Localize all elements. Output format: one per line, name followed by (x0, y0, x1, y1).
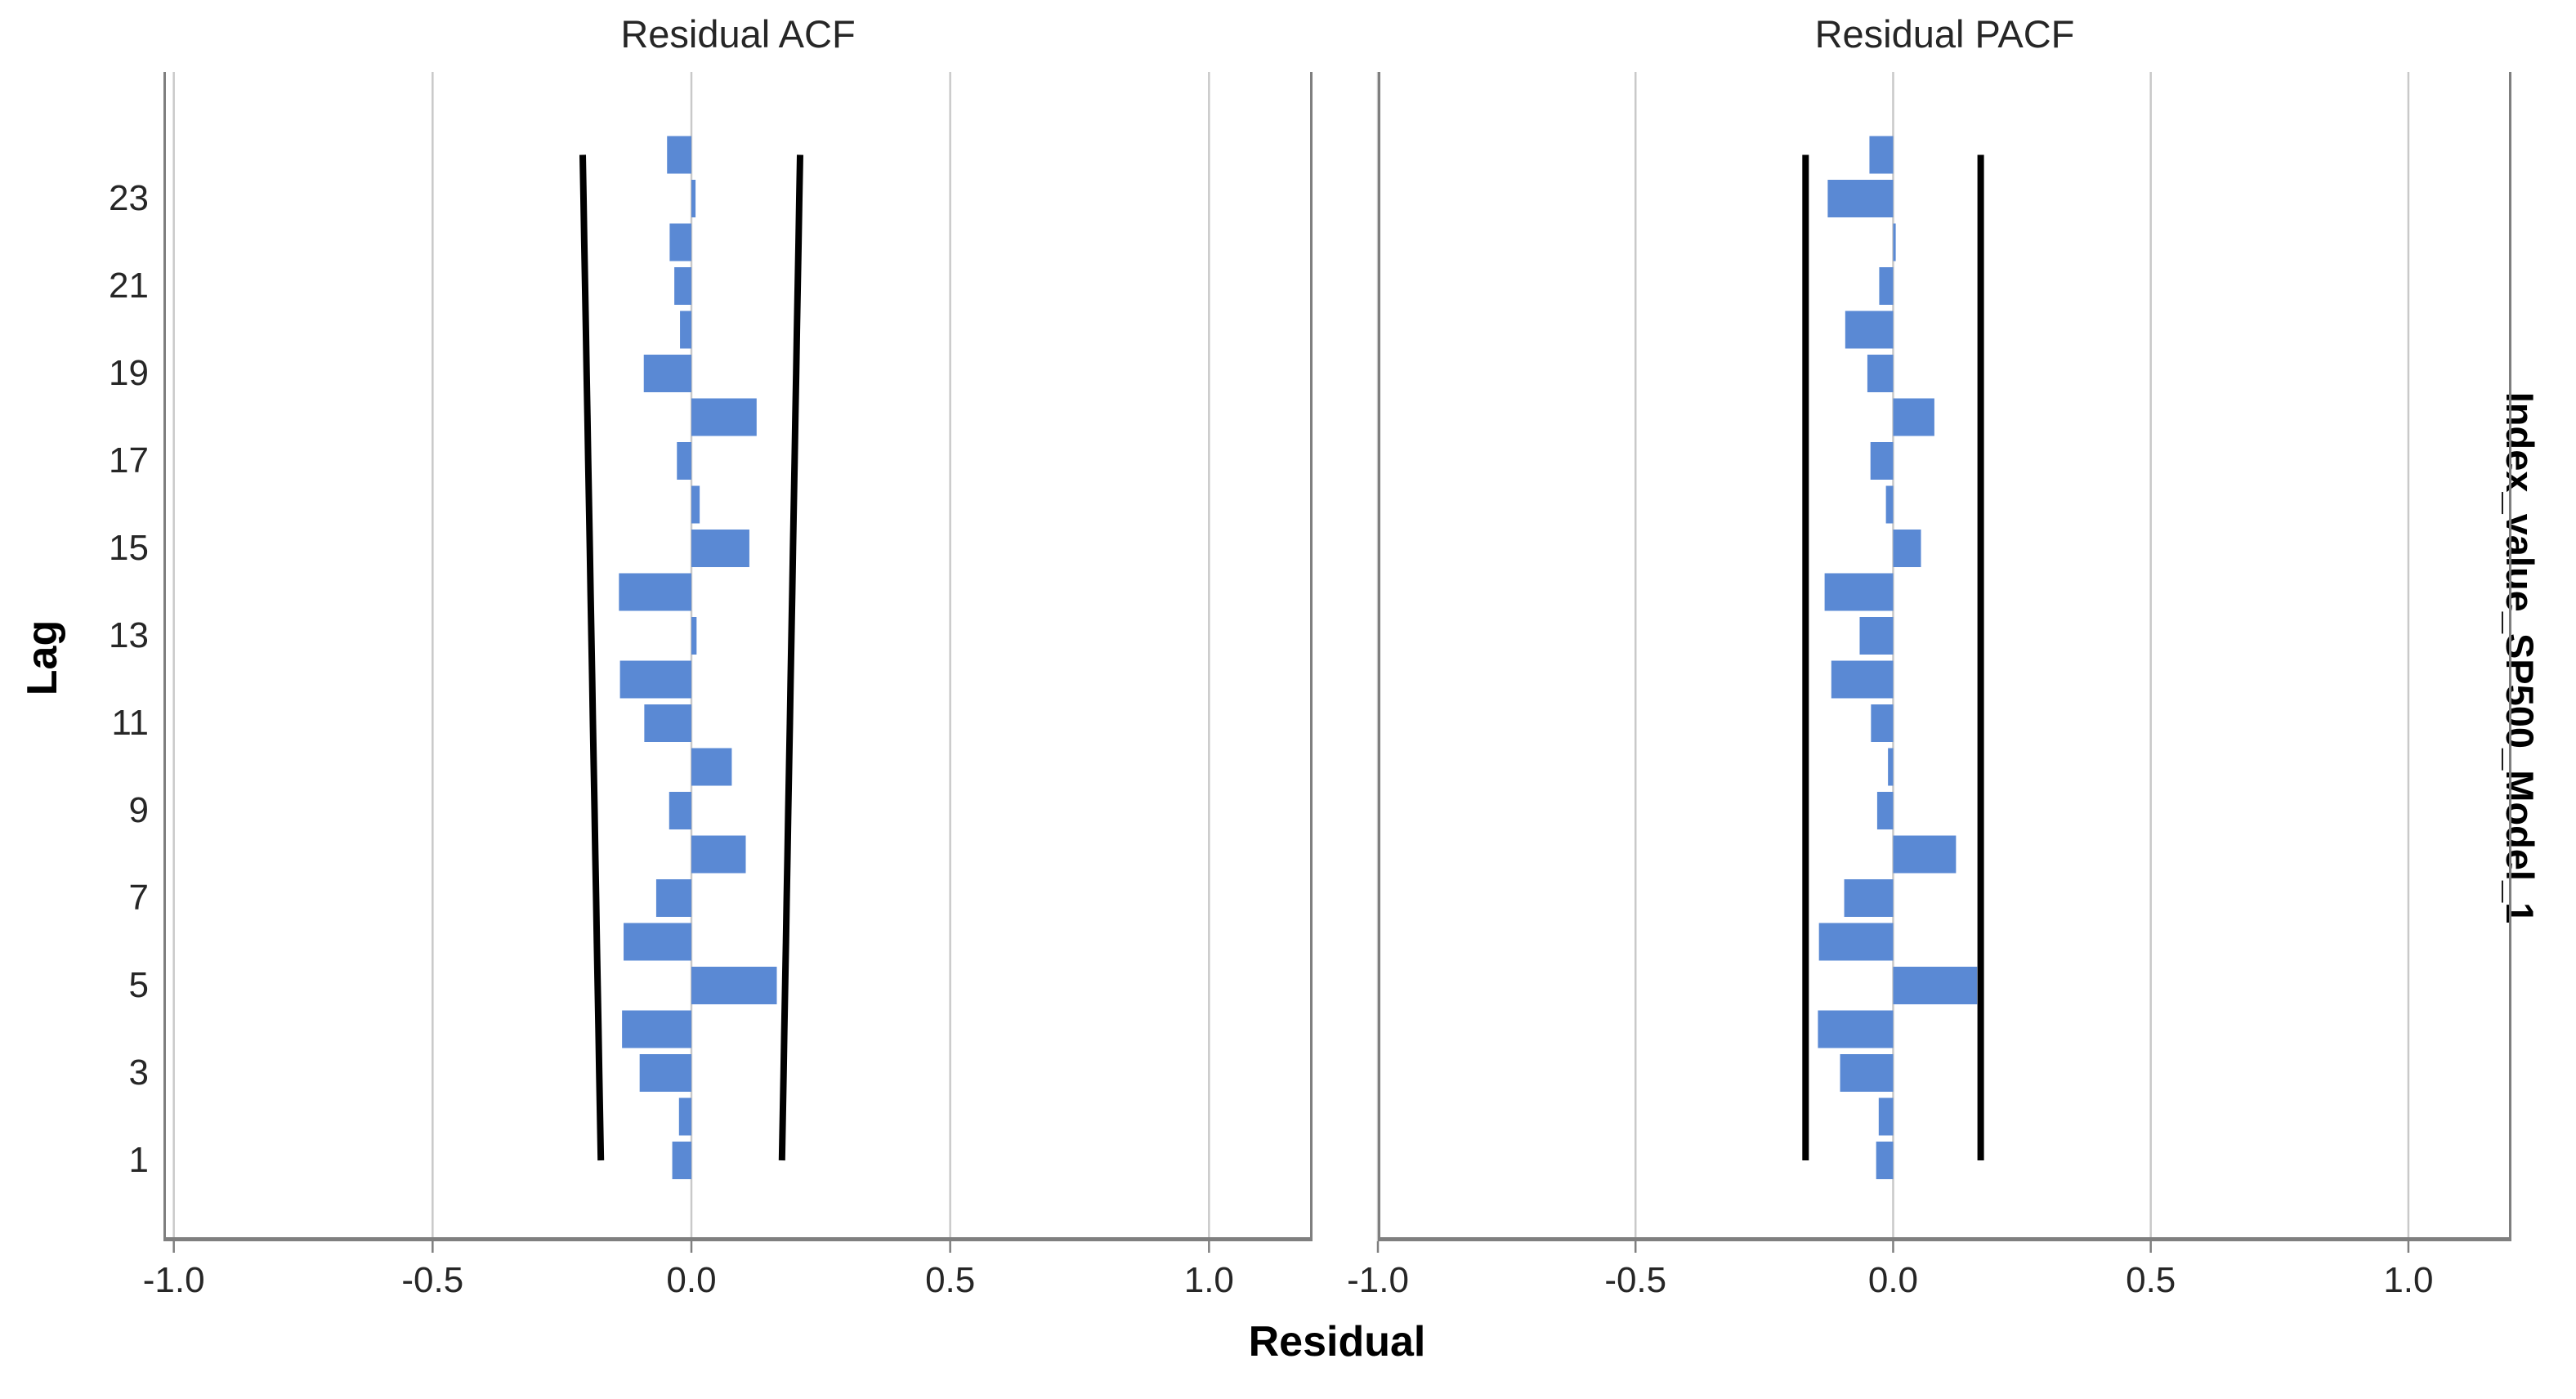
x-tick-label: -0.5 (1604, 1260, 1666, 1300)
lag-tick-label: 3 (128, 1053, 149, 1093)
acf-bar-lag-18 (691, 398, 757, 436)
pacf-bar-lag-13 (1859, 617, 1894, 655)
pacf-bar-lag-19 (1867, 355, 1894, 392)
x-tick-label: -1.0 (1347, 1260, 1409, 1300)
acf-bar-lag-24 (667, 136, 691, 174)
x-tick-label: 0.0 (666, 1260, 716, 1300)
lag-tick-label: 5 (128, 965, 149, 1005)
pacf-bar-lag-15 (1893, 530, 1921, 567)
pacf-bar-lag-9 (1876, 792, 1894, 829)
acf-bar-lag-14 (619, 573, 691, 611)
pacf-bar-lag-14 (1824, 573, 1894, 611)
acf-bar-lag-19 (643, 355, 691, 392)
pacf-bar-lag-7 (1844, 879, 1894, 917)
acf-bar-lag-7 (655, 879, 691, 917)
lag-tick-label: 23 (109, 178, 149, 218)
lag-tick-label: 17 (109, 440, 149, 480)
x-tick-label: -0.5 (401, 1260, 463, 1300)
pacf-bar-lag-1 (1876, 1142, 1894, 1179)
pacf-bar-lag-21 (1879, 267, 1894, 305)
acf-bar-lag-20 (680, 311, 691, 349)
acf-bar-lag-2 (678, 1097, 691, 1136)
acf-bar-lag-11 (644, 704, 691, 742)
pacf-svg: -1.0 -0.5 0.0 0.5 1.0 (1347, 72, 2511, 1300)
pacf-bar-lag-20 (1845, 311, 1894, 349)
x-tick-label: 0.5 (2126, 1260, 2176, 1300)
acf-bar-lag-17 (677, 442, 691, 480)
pacf-bar-lag-8 (1893, 835, 1957, 874)
x-axis-title: Residual (1248, 1318, 1426, 1365)
acf-bar-lag-1 (672, 1142, 691, 1179)
acf-bar-lag-16 (691, 485, 700, 524)
lag-tick-label: 9 (128, 790, 149, 830)
pacf-bar-lag-17 (1870, 442, 1894, 480)
acf-bar-lag-4 (622, 1010, 691, 1048)
pacf-bar-lag-10 (1888, 748, 1894, 786)
x-tick-label: 1.0 (1184, 1260, 1234, 1300)
pacf-bar-lag-12 (1831, 660, 1894, 699)
pacf-bar-lag-3 (1840, 1054, 1894, 1092)
pacf-bar-lag-22 (1893, 223, 1896, 261)
pacf-bar-lag-23 (1827, 180, 1894, 217)
acf-bar-lag-23 (691, 180, 696, 217)
pacf-bar-lag-16 (1885, 485, 1894, 524)
x-tick-label: 1.0 (2383, 1260, 2433, 1300)
acf-bar-lag-15 (691, 530, 749, 567)
acf-svg: -1.0 -0.5 0.0 0.5 1.0 (143, 72, 1313, 1300)
lag-tick-label: 7 (128, 878, 149, 918)
lag-tick-label: 11 (111, 703, 149, 743)
lag-tick-label: 13 (109, 615, 149, 655)
pacf-bar-lag-6 (1818, 923, 1894, 961)
lag-tick-label: 21 (109, 266, 149, 306)
pacf-plot-title: Residual PACF (1814, 12, 2075, 56)
pacf-bar-lag-11 (1871, 704, 1894, 742)
acf-bar-lag-3 (639, 1054, 691, 1092)
x-tick-label: 0.5 (925, 1260, 975, 1300)
x-tick-label: 0.0 (1868, 1260, 1918, 1300)
acf-bar-lag-21 (674, 267, 691, 305)
pacf-plot-area: -1.0 -0.5 0.0 0.5 1.0 (1347, 72, 2511, 1315)
acf-plot-area: -1.0 -0.5 0.0 0.5 1.0 (143, 72, 1313, 1315)
acf-bar-lag-13 (691, 617, 697, 655)
lag-tick-label: 19 (109, 353, 149, 393)
pacf-bar-lag-2 (1878, 1097, 1894, 1136)
acf-bar-lag-22 (669, 223, 691, 261)
acf-upper-confidence-line (778, 154, 803, 1161)
acf-bar-lag-9 (669, 792, 691, 829)
acf-bar-lag-8 (691, 835, 746, 874)
lag-tick-label: 1 (128, 1140, 149, 1180)
pacf-bar-lag-5 (1893, 967, 1978, 1004)
acf-plot-title: Residual ACF (620, 12, 856, 56)
acf-bar-lag-6 (624, 923, 691, 961)
x-tick-label: -1.0 (143, 1260, 205, 1300)
acf-bar-lag-5 (691, 967, 777, 1004)
pacf-bar-lag-18 (1893, 398, 1934, 436)
pacf-bar-lag-4 (1818, 1010, 1894, 1048)
acf-bar-lag-12 (619, 660, 691, 699)
acf-bar-lag-10 (691, 748, 732, 786)
pacf-bar-lag-24 (1869, 136, 1894, 174)
acf-lower-confidence-line (579, 154, 605, 1161)
lag-tick-label: 15 (109, 528, 149, 568)
